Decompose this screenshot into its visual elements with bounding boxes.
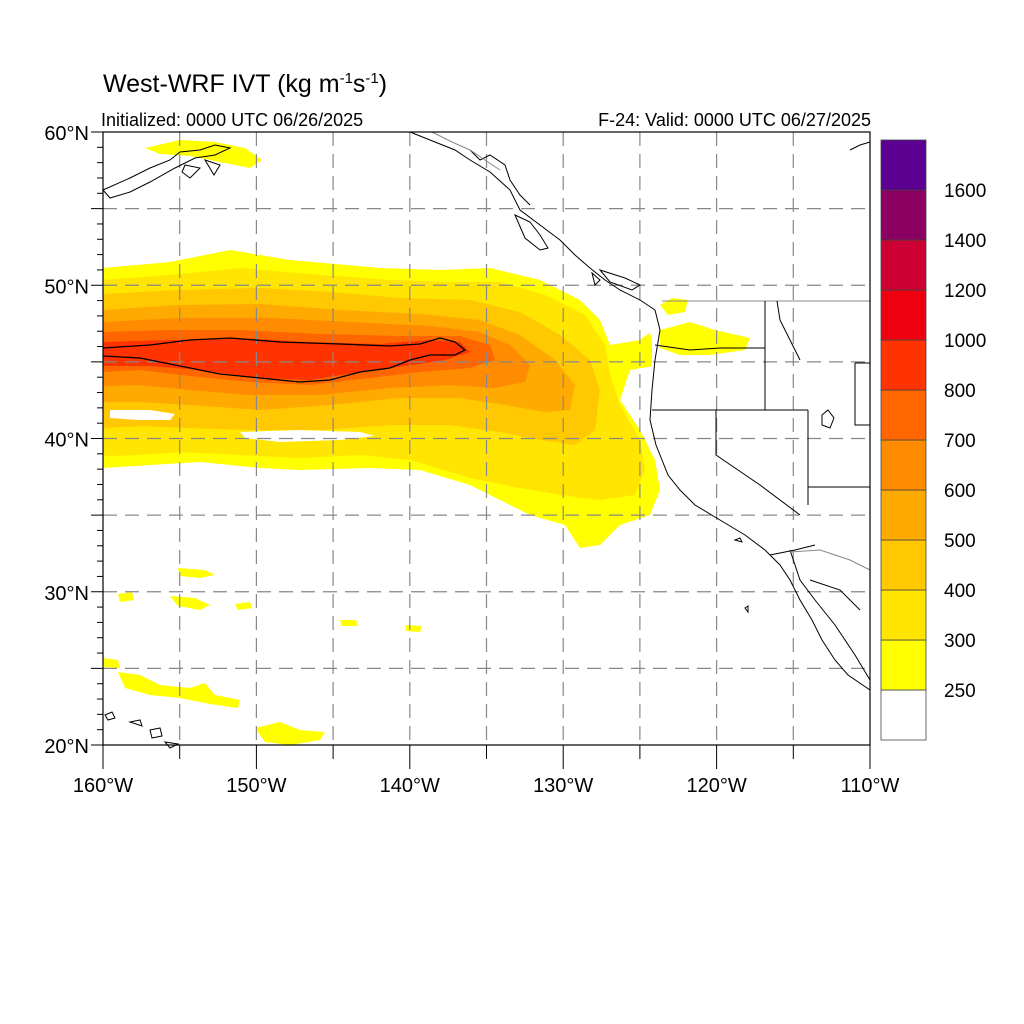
- coastline-hawaii: [104, 711, 180, 749]
- colorbar-swatch: [880, 589, 927, 641]
- lon-tick-label: 120°W: [686, 775, 746, 797]
- lon-tick-label: 110°W: [841, 775, 900, 797]
- coastlines: [102, 131, 871, 749]
- political-borders: [431, 131, 871, 611]
- ivt-gap-2: [240, 430, 375, 442]
- coastline-ne-corner: [849, 141, 871, 151]
- border-ca-nv: [715, 410, 801, 516]
- colorbar-label: 1400: [944, 231, 986, 252]
- coastline-se-ak: [469, 149, 531, 206]
- ivt-patch-sub-4: [340, 620, 358, 626]
- lon-tick-label: 150°W: [226, 775, 286, 797]
- title-prefix: West-WRF IVT (kg m: [103, 70, 340, 98]
- coastline-bc-islands: [514, 213, 642, 291]
- coastline-ak-islands: [181, 159, 221, 179]
- colorbar-label: 500: [944, 531, 976, 552]
- title-exp2: -1: [365, 70, 379, 87]
- graticule: [103, 132, 870, 745]
- ivt-over-wa: [660, 322, 750, 355]
- border-mexico-states: [769, 544, 861, 611]
- ivt-patch-sub-6: [103, 658, 120, 668]
- border-us-mexico: [789, 549, 871, 571]
- lon-tick-label: 130°W: [533, 775, 593, 797]
- colorbar-swatch: [880, 139, 927, 191]
- colorbar: 250 300 400 500 600 700 800 1000 1200 1400 1600: [880, 139, 986, 741]
- lat-tick-label: 20°N: [44, 736, 89, 758]
- ivt-patch-sub-1: [170, 596, 210, 610]
- colorbar-label: 1200: [944, 281, 986, 302]
- ivt-over-wa-2: [660, 298, 688, 315]
- border-wy: [854, 362, 870, 426]
- colorbar-swatch: [880, 239, 927, 291]
- axis-ticks: [91, 131, 871, 769]
- ivt-patch-sub-7: [235, 602, 252, 610]
- land-mask: [600, 132, 870, 690]
- lat-tick-label: 50°N: [44, 276, 89, 298]
- colorbar-swatch: [880, 639, 927, 691]
- border-wa-or: [654, 344, 765, 351]
- ivt-patch-alaska: [145, 140, 262, 168]
- coastline-channel-islands: [733, 537, 749, 614]
- colorbar-swatch: [880, 289, 927, 341]
- ivt-1000-contour: [102, 337, 467, 383]
- lat-tick-label: 30°N: [44, 583, 89, 605]
- colorbar-swatch: [880, 439, 927, 491]
- colorbar-label: 250: [944, 681, 976, 702]
- lat-tick-label: 40°N: [44, 430, 89, 452]
- title-exp1: -1: [339, 70, 353, 87]
- init-time-label: Initialized: 0000 UTC 06/26/2025: [101, 110, 364, 130]
- title-suffix: ): [378, 70, 388, 98]
- coastline-canada: [409, 131, 661, 331]
- colorbar-swatch: [880, 689, 927, 741]
- title-mid: s: [352, 70, 366, 98]
- lon-tick-label: 160°W: [73, 775, 133, 797]
- colorbar-label: 300: [944, 631, 976, 652]
- colorbar-label: 400: [944, 581, 976, 602]
- axis-tick-labels: 160°W 150°W 140°W 130°W 120°W 110°W 60°N 50°N 40…: [44, 123, 899, 797]
- ivt-shading: [103, 132, 870, 745]
- ivt-patch-sub-2: [118, 592, 134, 602]
- colorbar-label: 700: [944, 431, 976, 452]
- coastline-alaska: [102, 144, 232, 199]
- colorbar-swatch: [880, 539, 927, 591]
- coastline-west-us: [649, 329, 871, 691]
- colorbar-swatch: [880, 389, 927, 441]
- lat-tick-label: 60°N: [44, 123, 89, 145]
- map-title: West-WRF IVT (kg m-1s-1): [103, 70, 387, 99]
- ivt-core-outline: [102, 337, 467, 383]
- colorbar-label: 800: [944, 381, 976, 402]
- ivt-patch-hi-1: [118, 672, 240, 708]
- colorbar-label: 1600: [944, 181, 986, 202]
- ivt-patch-sub-5: [405, 625, 422, 632]
- colorbar-swatch: [880, 339, 927, 391]
- ivt-patch-hi-2: [255, 722, 325, 745]
- ivt-patch-sub-3: [178, 568, 215, 578]
- coastline-baja: [789, 549, 871, 681]
- ivt-gap-1: [110, 410, 175, 420]
- colorbar-label: 600: [944, 481, 976, 502]
- colorbar-swatch: [880, 489, 927, 541]
- coastline-lake: [821, 409, 835, 429]
- valid-time-label: F-24: Valid: 0000 UTC 06/27/2025: [598, 110, 871, 130]
- colorbar-swatch: [880, 189, 927, 241]
- colorbar-label: 1000: [944, 331, 986, 352]
- lon-tick-label: 140°W: [380, 775, 440, 797]
- border-id-mt: [776, 300, 801, 361]
- border-alaska-canada: [431, 131, 501, 171]
